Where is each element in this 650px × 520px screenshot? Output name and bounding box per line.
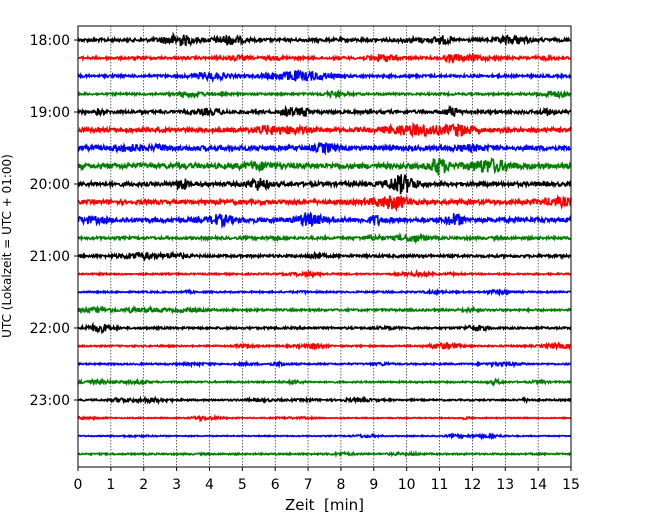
plot-frame bbox=[77, 25, 572, 468]
x-tick-label: 11 bbox=[431, 477, 449, 493]
x-grid bbox=[110, 26, 539, 467]
seismogram-trace bbox=[77, 268, 572, 279]
seismogram-trace bbox=[77, 250, 572, 262]
seismogram-trace bbox=[77, 194, 572, 213]
y-tick-label: 20:00 bbox=[30, 177, 70, 193]
x-tick-label: 7 bbox=[304, 477, 313, 493]
seismogram-trace bbox=[77, 431, 572, 441]
x-tick-label: 12 bbox=[463, 477, 481, 493]
x-tick-label: 2 bbox=[139, 477, 148, 493]
y-tick-label: 18:00 bbox=[30, 33, 70, 49]
x-tick-label: 8 bbox=[336, 477, 345, 493]
x-tick-label: 1 bbox=[106, 477, 115, 493]
seismogram-trace bbox=[77, 52, 572, 65]
seismogram-trace bbox=[77, 321, 572, 335]
seismogram-trace bbox=[77, 287, 572, 298]
seismogram-trace bbox=[77, 377, 572, 387]
x-tick-label: 15 bbox=[562, 477, 580, 493]
seismogram-trace bbox=[77, 231, 572, 245]
y-tick-label: 19:00 bbox=[30, 105, 70, 121]
x-tick-label: 9 bbox=[369, 477, 378, 493]
seismogram-trace bbox=[77, 210, 572, 229]
x-tick-label: 3 bbox=[172, 477, 181, 493]
x-axis-title: Zeit [min] bbox=[285, 496, 364, 514]
seismogram-trace bbox=[78, 121, 572, 139]
y-tick-label: 22:00 bbox=[30, 321, 70, 337]
seismogram-trace bbox=[77, 304, 572, 315]
x-tick-label: 6 bbox=[271, 477, 280, 493]
seismogram-trace bbox=[77, 89, 572, 100]
x-tick-label: 4 bbox=[205, 477, 214, 493]
y-tick-label: 21:00 bbox=[30, 249, 70, 265]
y-tick-label: 23:00 bbox=[30, 393, 70, 409]
x-tick-label: 14 bbox=[529, 477, 547, 493]
seismogram-trace bbox=[77, 31, 572, 48]
seismogram-trace bbox=[77, 449, 572, 458]
x-axis-ticks: 0 1 2 3 4 5 6 7 8 9 10 11 12 13 14 15 bbox=[74, 467, 580, 493]
y-axis-ticks: 18:00 19:00 20:00 21:00 22:00 23:00 bbox=[30, 33, 78, 409]
seismogram-trace bbox=[77, 174, 572, 195]
seismogram-traces bbox=[77, 31, 572, 458]
seismogram-trace bbox=[77, 341, 572, 352]
x-tick-label: 10 bbox=[398, 477, 416, 493]
y-axis-title: UTC (Lokalzeit = UTC + 01:00) bbox=[0, 154, 14, 338]
seismogram-trace bbox=[77, 156, 572, 176]
x-tick-label: 0 bbox=[74, 477, 83, 493]
plot-background bbox=[78, 26, 571, 467]
seismogram-trace bbox=[77, 69, 572, 84]
seismogram-trace bbox=[77, 359, 572, 369]
seismogram-trace bbox=[78, 395, 572, 406]
seismogram-trace bbox=[77, 104, 572, 118]
x-tick-label: 13 bbox=[496, 477, 514, 493]
x-tick-label: 5 bbox=[238, 477, 247, 493]
seismogram-trace bbox=[77, 141, 572, 156]
seismogram-trace bbox=[77, 413, 572, 424]
